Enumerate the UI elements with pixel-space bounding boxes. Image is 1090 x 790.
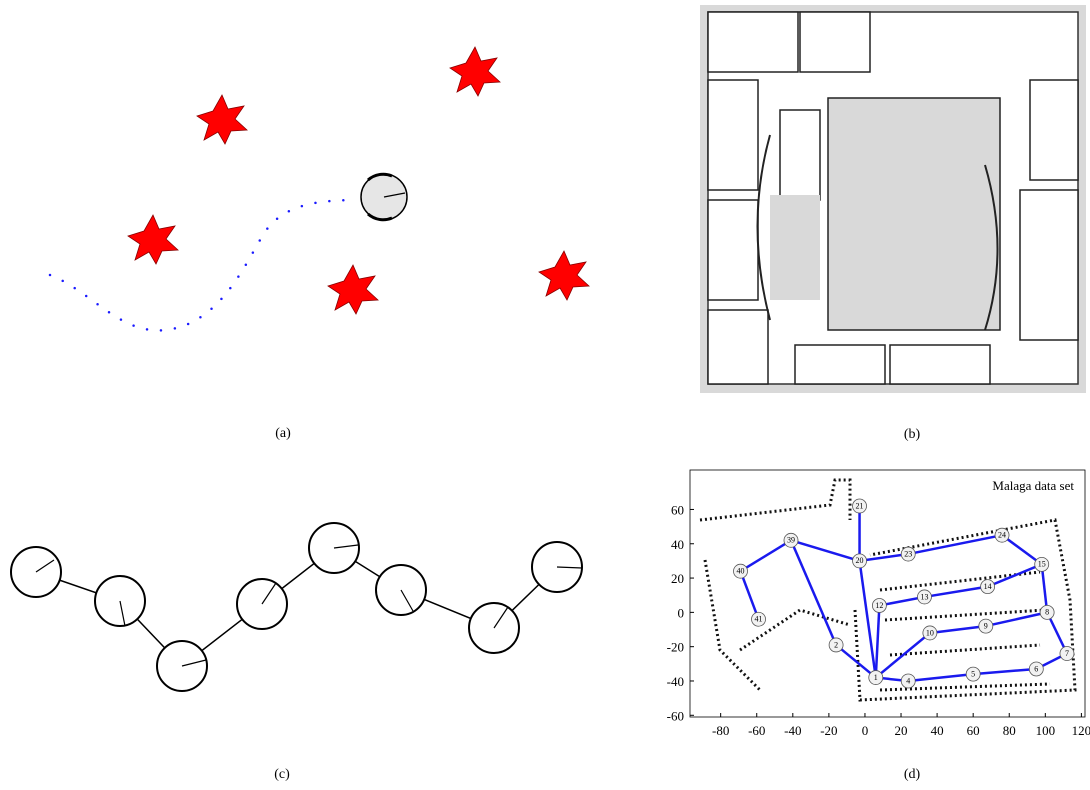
x-tick-label: -80	[712, 723, 729, 738]
node-label: 4	[906, 676, 910, 685]
y-tick-label: -60	[667, 708, 684, 723]
figure: (a) (b) (c) Ma	[0, 0, 1090, 790]
landmark	[328, 265, 378, 314]
x-tick-label: 40	[931, 723, 944, 738]
node-label: 15	[1038, 560, 1046, 569]
x-tick-label: 0	[862, 723, 869, 738]
y-tick-label: 0	[678, 605, 685, 620]
graph-edge	[930, 626, 986, 633]
node-label: 10	[926, 628, 934, 637]
node-label: 41	[755, 615, 763, 624]
graph-edge	[741, 571, 759, 619]
x-tick-label: 120	[1072, 723, 1090, 738]
node-label: 23	[904, 549, 912, 558]
node-label: 2	[834, 640, 838, 649]
x-tick-label: 20	[895, 723, 908, 738]
x-tick-label: 60	[967, 723, 980, 738]
panel-b: (b)	[700, 5, 1086, 442]
node-label: 14	[984, 582, 992, 591]
landmark	[128, 215, 178, 264]
landmark	[539, 251, 589, 300]
node-label: 21	[856, 501, 864, 510]
plot-title: Malaga data set	[992, 478, 1074, 493]
node-label: 40	[737, 567, 745, 576]
caption: (c)	[274, 767, 290, 782]
panel-c: (c)	[11, 523, 582, 782]
node-label: 39	[787, 536, 795, 545]
y-tick-label: 60	[671, 502, 684, 517]
node-label: 7	[1065, 649, 1069, 658]
graph-edge	[876, 633, 930, 678]
y-tick-label: -40	[667, 674, 684, 689]
node-label: 13	[920, 592, 928, 601]
landmark	[197, 95, 247, 144]
graph-edge	[973, 669, 1036, 674]
x-tick-label: 100	[1036, 723, 1056, 738]
graph-edge	[908, 674, 973, 681]
poses	[11, 523, 582, 691]
node-label: 12	[875, 601, 883, 610]
graph-edge	[860, 561, 876, 678]
y-tick-label: 20	[671, 571, 684, 586]
graph-edge	[791, 540, 836, 645]
node-label: 8	[1045, 608, 1049, 617]
caption: (d)	[904, 767, 921, 782]
landmarks	[128, 47, 589, 314]
graph-edge	[836, 645, 876, 678]
y-tick-label: 40	[671, 537, 684, 552]
graph-edge	[876, 606, 880, 678]
trajectory	[50, 200, 355, 330]
robot	[361, 174, 407, 220]
x-tick-label: -20	[820, 723, 837, 738]
node-label: 9	[984, 621, 988, 630]
node-label: 1	[874, 673, 878, 682]
x-tick-label: -40	[784, 723, 801, 738]
y-tick-label: -20	[667, 640, 684, 655]
landmark	[450, 47, 500, 96]
graph-edge	[741, 540, 792, 571]
node-label: 6	[1034, 664, 1038, 673]
caption: (a)	[275, 426, 291, 441]
panel-a: (a)	[50, 47, 589, 441]
node-label: 5	[971, 669, 975, 678]
node-label: 20	[856, 556, 864, 565]
graph-edge	[791, 540, 860, 561]
x-tick-label: -60	[748, 723, 765, 738]
x-tick-label: 80	[1003, 723, 1016, 738]
map-area	[770, 195, 820, 300]
caption: (b)	[904, 427, 921, 442]
map-center	[828, 98, 1000, 330]
graph-edge	[924, 587, 987, 597]
node-label: 24	[998, 531, 1006, 540]
